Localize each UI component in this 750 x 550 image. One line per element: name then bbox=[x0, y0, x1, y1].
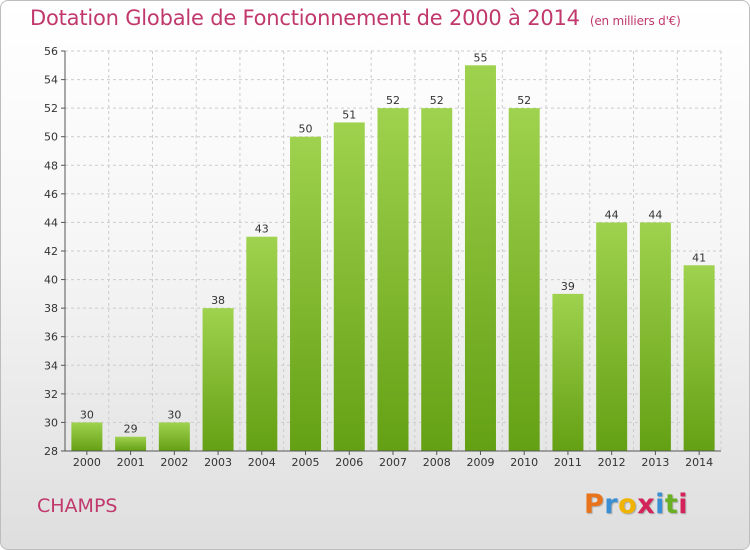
x-tick-label: 2006 bbox=[335, 456, 363, 469]
logo-letter: P bbox=[584, 489, 605, 520]
y-tick-label: 36 bbox=[44, 331, 58, 344]
x-tick-label: 2005 bbox=[292, 456, 320, 469]
bars: 30 29 30 38 43 50 51 52 52 55 52 39 44 44 41 bbox=[71, 51, 715, 452]
x-tick-label: 2002 bbox=[160, 456, 188, 469]
y-tick-label: 42 bbox=[44, 245, 58, 258]
x-tick-label: 2011 bbox=[554, 456, 582, 469]
logo-letter: i bbox=[678, 489, 689, 520]
x-tick-label: 2014 bbox=[685, 456, 713, 469]
x-tick-label: 2007 bbox=[379, 456, 407, 469]
bar-value-label: 44 bbox=[648, 208, 662, 221]
x-tick-label: 2010 bbox=[510, 456, 538, 469]
y-tick-label: 50 bbox=[44, 131, 58, 144]
bar-value-label: 44 bbox=[605, 208, 619, 221]
y-tick-label: 30 bbox=[44, 416, 58, 429]
place-name: CHAMPS bbox=[37, 495, 118, 517]
chart-subtitle: (en milliers d'€) bbox=[589, 14, 681, 28]
proxiti-logo: Proxiti bbox=[584, 489, 688, 520]
bar bbox=[71, 422, 103, 451]
bar bbox=[508, 108, 540, 452]
x-tick-label: 2012 bbox=[598, 456, 626, 469]
axes: 28 30 32 34 36 38 40 42 44 46 48 50 52 54 56 2000 2001 20… bbox=[44, 45, 721, 469]
logo-letter: o bbox=[618, 489, 638, 520]
x-tick-label: 2008 bbox=[423, 456, 451, 469]
bar bbox=[552, 293, 584, 451]
bar-value-label: 39 bbox=[561, 280, 575, 293]
y-tick-label: 32 bbox=[44, 388, 58, 401]
bar-value-label: 43 bbox=[255, 223, 269, 236]
bar bbox=[421, 108, 453, 452]
bar bbox=[639, 222, 671, 451]
bar bbox=[464, 65, 496, 452]
bar bbox=[202, 308, 234, 451]
bar bbox=[115, 436, 147, 451]
logo-letter: x bbox=[637, 489, 656, 520]
chart-title-text: Dotation Globale de Fonctionnement de 20… bbox=[30, 6, 580, 30]
x-tick-label: 2009 bbox=[466, 456, 494, 469]
logo-letter: r bbox=[604, 489, 619, 520]
bar bbox=[333, 122, 365, 451]
x-tick-label: 2013 bbox=[641, 456, 669, 469]
bar-value-label: 41 bbox=[692, 251, 706, 264]
bar bbox=[377, 108, 409, 452]
bar-value-label: 30 bbox=[167, 408, 181, 421]
x-tick-label: 2001 bbox=[117, 456, 145, 469]
logo-letter: t bbox=[664, 489, 679, 520]
bar-value-label: 52 bbox=[386, 94, 400, 107]
y-tick-label: 46 bbox=[44, 188, 58, 201]
bar bbox=[158, 422, 190, 451]
y-tick-label: 40 bbox=[44, 274, 58, 287]
bar-value-label: 50 bbox=[299, 123, 313, 136]
bar-value-label: 38 bbox=[211, 294, 225, 307]
bar-value-label: 30 bbox=[80, 408, 94, 421]
bar-value-label: 52 bbox=[430, 94, 444, 107]
y-tick-label: 38 bbox=[44, 302, 58, 315]
x-tick-label: 2000 bbox=[73, 456, 101, 469]
bar bbox=[683, 265, 715, 451]
y-tick-label: 44 bbox=[44, 216, 58, 229]
x-tick-label: 2003 bbox=[204, 456, 232, 469]
y-tick-label: 56 bbox=[44, 45, 58, 58]
bar bbox=[290, 136, 322, 451]
y-tick-label: 34 bbox=[44, 359, 58, 372]
chart-title: Dotation Globale de Fonctionnement de 20… bbox=[30, 6, 681, 30]
y-tick-label: 28 bbox=[44, 445, 58, 458]
bar bbox=[596, 222, 628, 451]
bar-value-label: 52 bbox=[517, 94, 531, 107]
bar-value-label: 51 bbox=[342, 108, 356, 121]
bar-value-label: 29 bbox=[124, 423, 138, 436]
y-tick-label: 54 bbox=[44, 74, 58, 87]
bar-value-label: 55 bbox=[473, 51, 487, 64]
bar bbox=[246, 236, 278, 451]
x-tick-label: 2004 bbox=[248, 456, 276, 469]
y-tick-label: 52 bbox=[44, 102, 58, 115]
y-tick-label: 48 bbox=[44, 159, 58, 172]
logo-letter: i bbox=[655, 489, 665, 520]
